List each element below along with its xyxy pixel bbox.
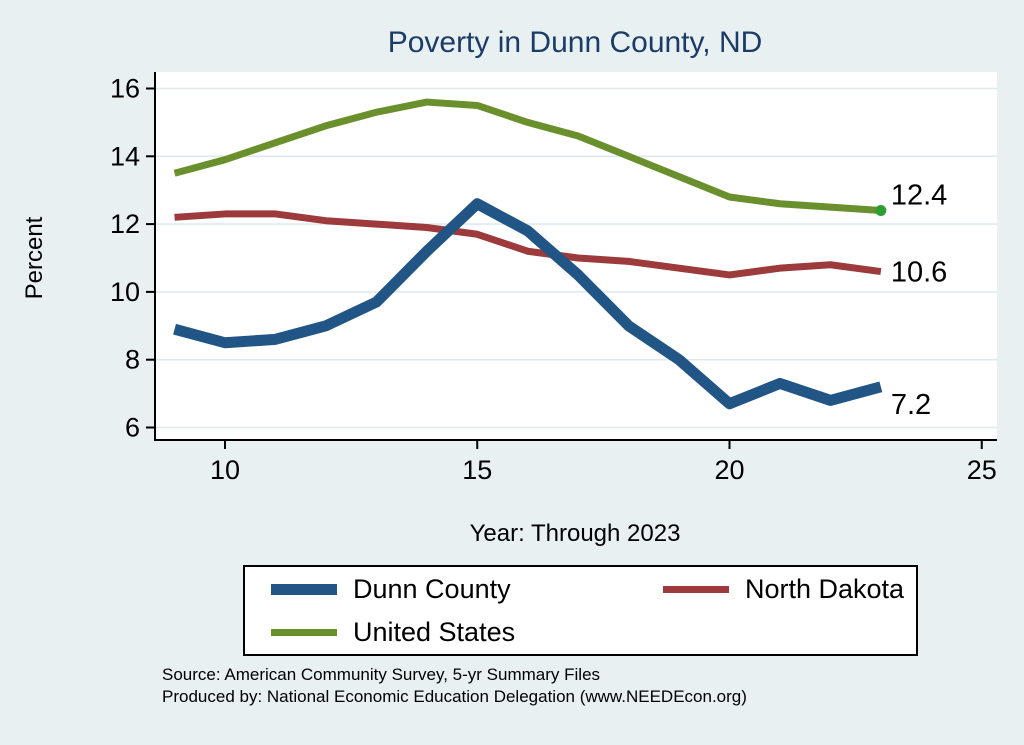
y-tick-label: 14: [110, 141, 140, 171]
legend-label: United States: [353, 616, 516, 647]
produced-by-line: Produced by: National Economic Education…: [162, 687, 747, 706]
end-value-label-north-dakota: 10.6: [891, 257, 947, 289]
series-line-north-dakota: [174, 210, 882, 279]
end-value-label-dunn-county: 7.2: [891, 389, 931, 421]
legend: Dunn County North Dakota United States: [243, 565, 918, 656]
legend-item-north-dakota: North Dakota: [663, 574, 916, 605]
north-dakota-line-swatch: [663, 585, 729, 593]
series-line-dunn-county: [173, 198, 883, 410]
x-tick-label: 20: [714, 455, 744, 485]
legend-item-united-states: United States: [271, 617, 663, 648]
series-line-united-states: [173, 98, 882, 215]
x-tick-label: 15: [462, 455, 492, 485]
y-tick-label: 6: [125, 413, 140, 443]
y-tick-label: 8: [125, 345, 140, 375]
y-tick-label: 10: [110, 277, 140, 307]
source-note: Source: American Community Survey, 5-yr …: [162, 664, 747, 708]
y-tick-label: 16: [110, 74, 140, 104]
source-line: Source: American Community Survey, 5-yr …: [162, 665, 601, 684]
chart-title: Poverty in Dunn County, ND: [387, 26, 763, 59]
dunn-county-line-swatch: [271, 583, 337, 595]
x-axis-title: Year: Through 2023: [469, 520, 681, 547]
series-end-marker-united-states: [875, 205, 887, 217]
end-value-label-united-states: 12.4: [891, 180, 947, 212]
legend-label: Dunn County: [353, 573, 511, 604]
united-states-line-swatch: [271, 628, 337, 636]
legend-label: North Dakota: [745, 573, 905, 604]
x-tick-label: 25: [967, 455, 997, 485]
x-tick-label: 10: [210, 455, 240, 485]
y-tick-label: 12: [110, 209, 140, 239]
legend-item-dunn-county: Dunn County: [271, 574, 663, 605]
y-axis-title: Percent: [21, 216, 48, 300]
